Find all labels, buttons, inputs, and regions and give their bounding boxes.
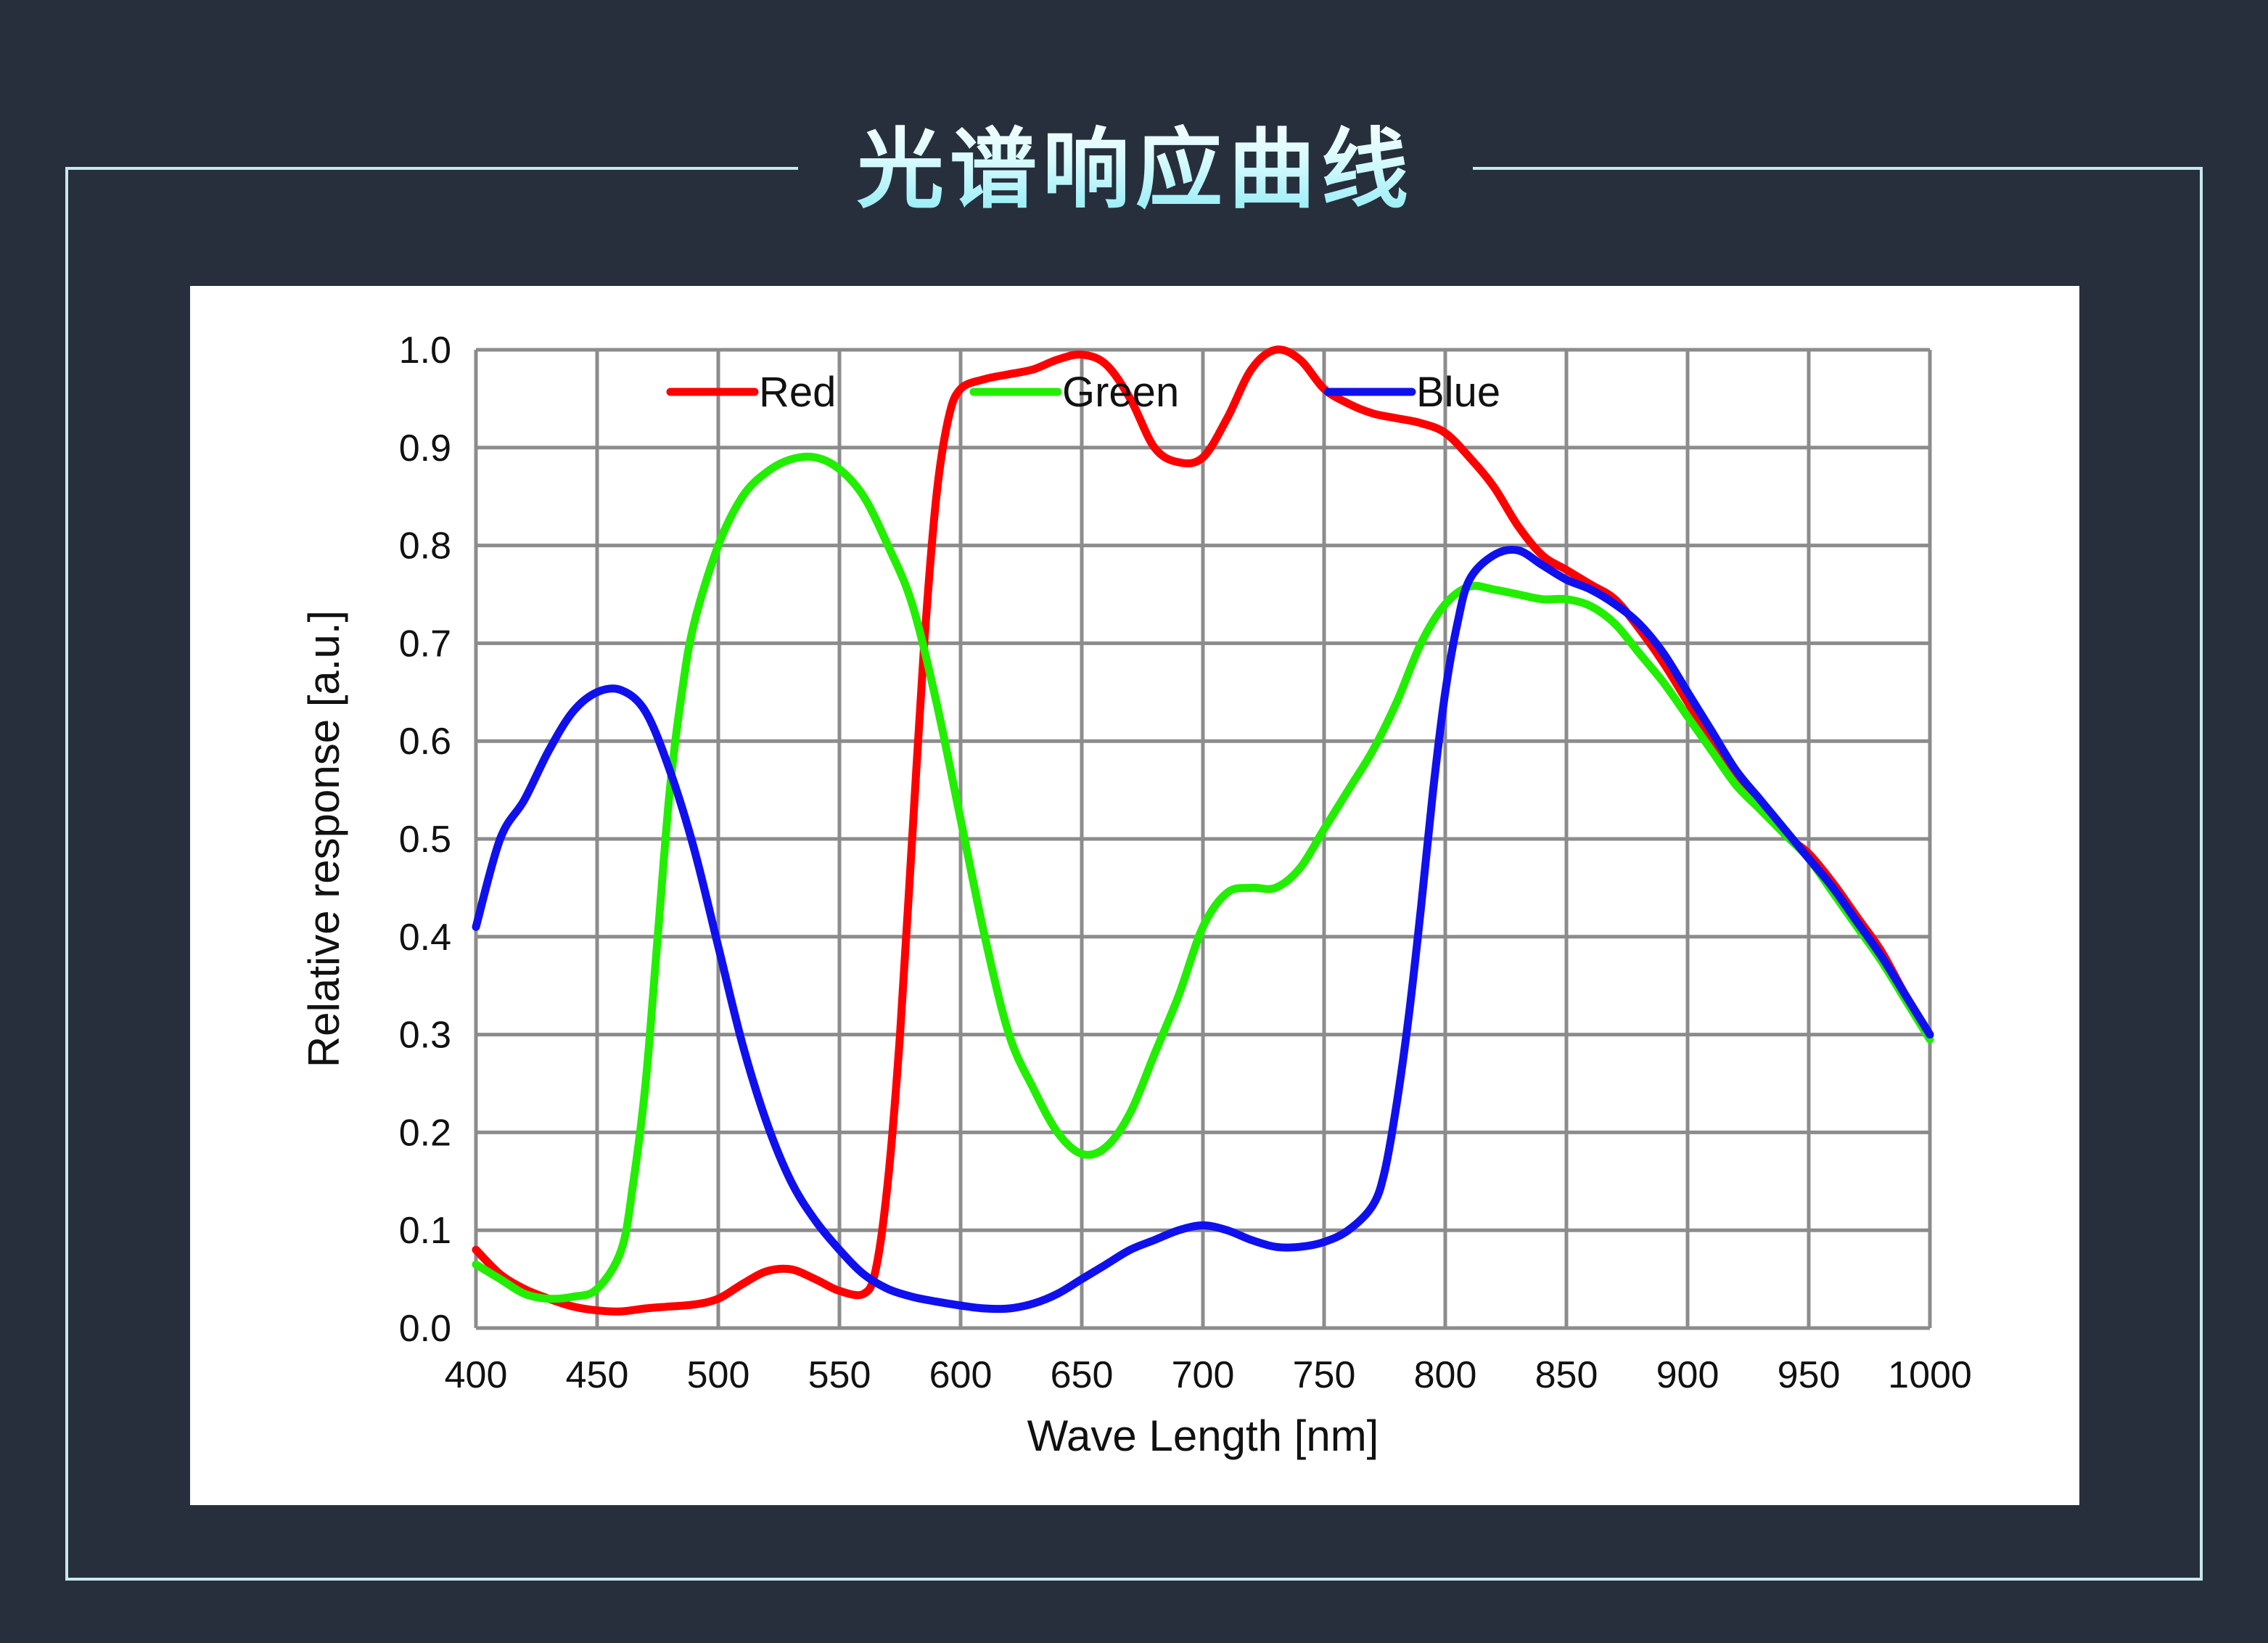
x-tick-label: 400	[445, 1354, 508, 1396]
y-tick-label: 0.7	[399, 623, 451, 665]
x-axis-label: Wave Length [nm]	[1027, 1411, 1379, 1460]
y-tick-label: 0.8	[399, 525, 451, 568]
y-tick-label: 0.1	[399, 1210, 451, 1252]
y-tick-label: 0.3	[399, 1015, 451, 1057]
x-tick-label: 450	[566, 1354, 629, 1396]
y-tick-label: 0.5	[399, 819, 451, 861]
tick-layer: 400 450 500 550 600 650 700 750 800 850 900 950 1000…	[399, 329, 1972, 1396]
y-tick-label: 0.6	[399, 721, 451, 763]
y-tick-label: 0.0	[399, 1308, 451, 1350]
series-line-green	[472, 452, 1934, 1303]
x-tick-label: 550	[808, 1354, 871, 1396]
legend-label-blue: Blue	[1416, 369, 1500, 416]
page-title: 光谱响应曲线	[798, 109, 1473, 232]
x-tick-label: 650	[1051, 1354, 1114, 1396]
series-line-red	[472, 345, 1934, 1316]
series-layer	[472, 345, 1934, 1316]
x-tick-label: 1000	[1888, 1354, 1972, 1396]
spectral-response-chart: 400 450 500 550 600 650 700 750 800 850 900 950 1000…	[300, 329, 1972, 1460]
series-line-blue	[472, 545, 1934, 1314]
x-tick-label: 950	[1778, 1354, 1841, 1396]
x-tick-label: 700	[1172, 1354, 1235, 1396]
x-tick-label: 600	[929, 1354, 993, 1396]
legend-layer: Red Green Blue	[666, 369, 1500, 416]
legend-label-red: Red	[759, 369, 836, 416]
chart-panel: 400 450 500 550 600 650 700 750 800 850 900 950 1000…	[190, 286, 2079, 1505]
x-tick-label: 850	[1535, 1354, 1598, 1396]
x-tick-label: 800	[1414, 1354, 1477, 1396]
y-tick-label: 0.2	[399, 1112, 451, 1154]
y-tick-label: 1.0	[399, 329, 451, 372]
x-tick-label: 500	[687, 1354, 750, 1396]
y-tick-label: 0.4	[399, 917, 451, 959]
title-mask	[798, 109, 1473, 232]
x-tick-label: 750	[1293, 1354, 1356, 1396]
legend-label-green: Green	[1062, 369, 1179, 416]
x-tick-label: 900	[1656, 1354, 1720, 1396]
y-axis-label: Relative response [a.u.]	[300, 610, 348, 1068]
y-tick-label: 0.9	[399, 427, 451, 470]
